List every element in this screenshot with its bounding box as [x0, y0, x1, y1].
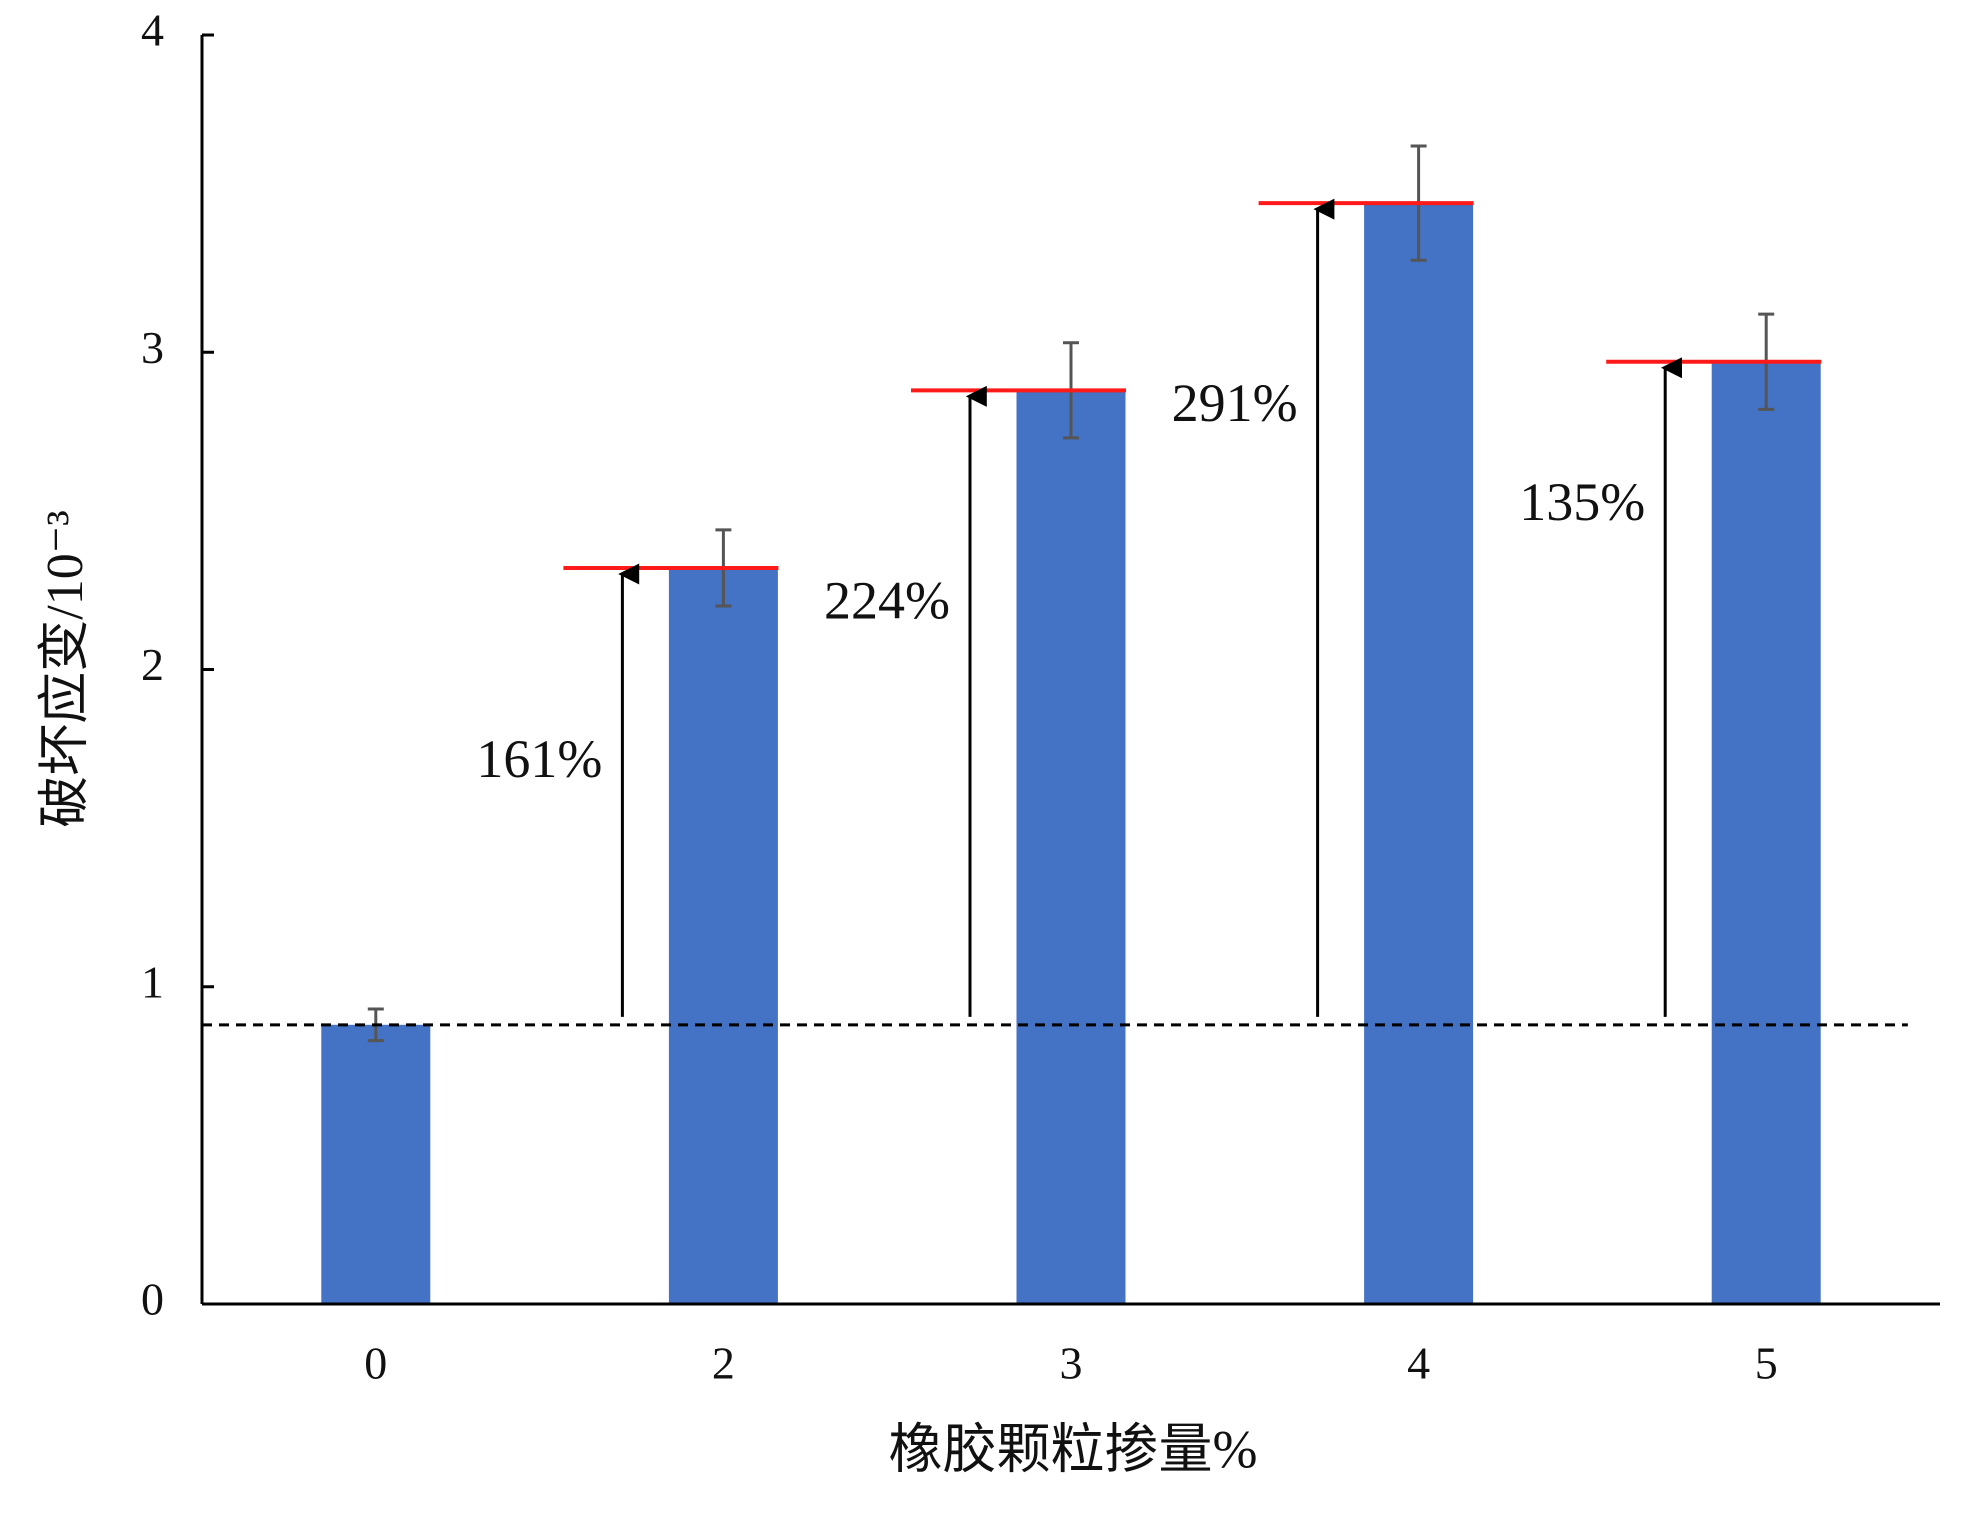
annotation: 161% — [476, 729, 602, 789]
annotation: 135% — [1519, 472, 1645, 532]
bar — [321, 1024, 431, 1304]
y-tick-label: 3 — [141, 322, 164, 373]
x-tick-label: 3 — [1060, 1338, 1083, 1389]
x-tick-label: 0 — [364, 1338, 387, 1389]
y-axis-title: 破坏应变/10⁻³ — [37, 510, 94, 828]
x-tick-label: 5 — [1755, 1338, 1778, 1389]
y-tick-label: 0 — [141, 1274, 164, 1325]
y-tick-label: 1 — [141, 956, 164, 1007]
y-tick-label: 4 — [141, 5, 164, 56]
x-tick-label: 2 — [712, 1338, 735, 1389]
x-axis-title: 橡胶颗粒掺量% — [889, 1419, 1258, 1479]
annotation: 224% — [824, 570, 950, 630]
bar — [668, 567, 778, 1304]
bar — [1711, 361, 1821, 1305]
annotation: 291% — [1172, 373, 1298, 433]
y-tick-label: 2 — [141, 639, 164, 690]
bar — [1016, 390, 1126, 1304]
bar — [1364, 203, 1474, 1305]
x-tick-label: 4 — [1407, 1338, 1430, 1389]
